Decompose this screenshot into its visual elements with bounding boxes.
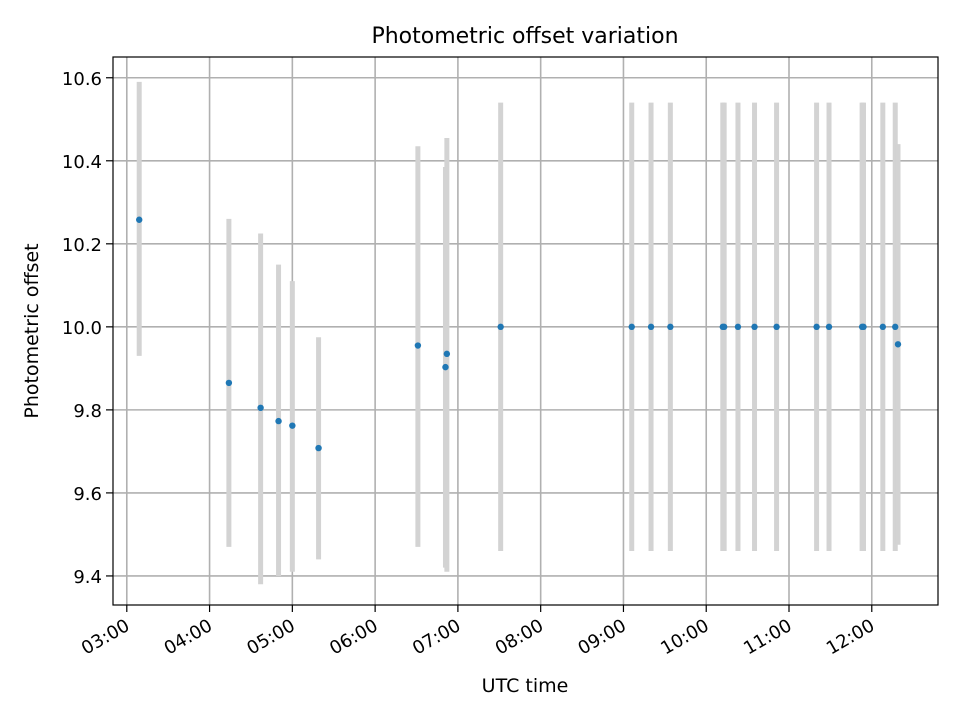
data-point (628, 323, 635, 331)
x-axis-label: UTC time (482, 675, 569, 697)
data-point (825, 323, 833, 331)
data-point (315, 444, 322, 452)
data-point (443, 350, 451, 358)
data-point (773, 323, 780, 331)
data-point (720, 323, 728, 331)
data-point (442, 363, 449, 371)
grid (113, 57, 938, 605)
y-tick-label: 10.2 (62, 235, 102, 256)
data-point (136, 216, 143, 223)
y-tick-label: 9.6 (73, 484, 102, 505)
data-point (647, 323, 655, 331)
data-point (225, 379, 233, 387)
data-point (894, 341, 902, 348)
data-points (136, 216, 902, 452)
y-tick-label: 9.4 (73, 567, 102, 588)
data-point (667, 323, 674, 331)
data-point (734, 323, 742, 331)
data-point (257, 404, 264, 412)
data-point (497, 323, 504, 331)
y-tick-label: 10.4 (62, 152, 102, 173)
data-point (892, 323, 899, 331)
data-point (289, 422, 296, 429)
y-tick-label: 9.8 (73, 401, 102, 422)
data-point (414, 342, 422, 349)
data-point (860, 323, 867, 331)
data-point (275, 417, 282, 425)
data-point (751, 323, 758, 331)
y-tick-label: 10.6 (62, 69, 102, 90)
data-point (879, 323, 887, 331)
data-point (813, 323, 820, 331)
chart-title: Photometric offset variation (371, 24, 678, 49)
y-tick-label: 10.0 (62, 318, 102, 339)
plot-frame (112, 56, 939, 606)
y-axis-label: Photometric offset (21, 243, 43, 418)
